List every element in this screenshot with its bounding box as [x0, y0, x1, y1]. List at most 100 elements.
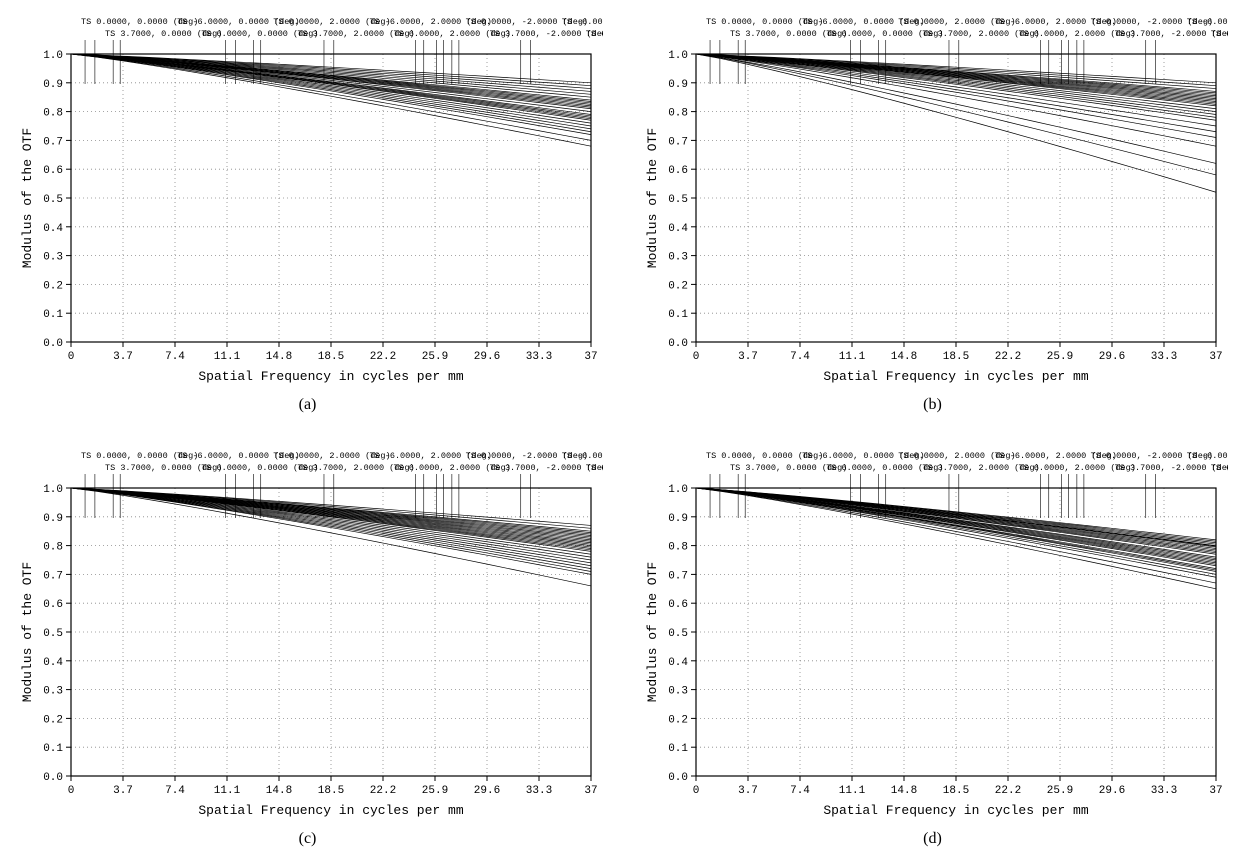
svg-text:18.5: 18.5 [317, 785, 343, 797]
svg-text:0.3: 0.3 [668, 252, 688, 264]
svg-text:0.8: 0.8 [668, 542, 688, 554]
svg-text:25.9: 25.9 [1046, 785, 1072, 797]
svg-text:0.3: 0.3 [43, 252, 63, 264]
panel-b: 03.77.411.114.818.522.225.929.633.3370.0… [635, 10, 1230, 414]
svg-text:18.5: 18.5 [942, 351, 968, 363]
svg-text:14.8: 14.8 [265, 785, 291, 797]
svg-text:0.9: 0.9 [43, 513, 63, 525]
svg-text:0.5: 0.5 [668, 628, 688, 640]
svg-text:TS -6.0000, -2.0000 (deg): TS -6.0000, -2.0000 (deg) [561, 17, 602, 27]
chart-a: 03.77.411.114.818.522.225.929.633.3370.0… [13, 10, 603, 390]
panel-d: 03.77.411.114.818.522.225.929.633.3370.0… [635, 444, 1230, 848]
svg-text:Modulus of the OTF: Modulus of the OTF [20, 562, 35, 702]
panel-label-d: (d) [923, 830, 942, 848]
chart-grid: 0 3.7 7.4 11.1 14.8 18.5 22.2 25.9 29.6 33.3 37 0.0… [10, 10, 1230, 848]
svg-text:0.1: 0.1 [43, 743, 63, 755]
svg-text:TS 6.0000, -2.0000 (deg): TS 6.0000, -2.0000 (deg) [1210, 463, 1227, 473]
chart-b: 03.77.411.114.818.522.225.929.633.3370.0… [638, 10, 1228, 390]
svg-text:Spatial Frequency in cycles pe: Spatial Frequency in cycles per mm [198, 803, 463, 818]
svg-text:37: 37 [1209, 785, 1222, 797]
svg-text:Modulus of the OTF: Modulus of the OTF [645, 128, 660, 268]
svg-text:0.2: 0.2 [668, 714, 688, 726]
panel-a: 03.77.411.114.818.522.225.929.633.3370.0… [10, 10, 605, 414]
svg-text:22.2: 22.2 [994, 785, 1020, 797]
svg-text:29.6: 29.6 [473, 785, 499, 797]
svg-text:0.6: 0.6 [43, 165, 63, 177]
svg-text:0: 0 [692, 785, 699, 797]
svg-text:1.0: 1.0 [43, 50, 63, 62]
svg-text:7.4: 7.4 [790, 785, 810, 797]
svg-text:3.7: 3.7 [113, 351, 133, 363]
svg-text:3.7: 3.7 [738, 351, 758, 363]
svg-text:Spatial Frequency in cycles pe: Spatial Frequency in cycles per mm [823, 803, 1088, 818]
panel-label-c: (c) [299, 830, 317, 848]
svg-text:0.0: 0.0 [668, 338, 688, 350]
svg-text:0.1: 0.1 [668, 309, 688, 321]
svg-text:25.9: 25.9 [421, 351, 447, 363]
svg-text:0.8: 0.8 [43, 542, 63, 554]
svg-text:29.6: 29.6 [1098, 785, 1124, 797]
chart-c: 03.77.411.114.818.522.225.929.633.3370.0… [13, 444, 603, 824]
svg-text:TS -6.0000, -2.0000 (deg): TS -6.0000, -2.0000 (deg) [1186, 17, 1227, 27]
svg-text:29.6: 29.6 [473, 351, 499, 363]
panel-label-a: (a) [299, 396, 317, 414]
chart-d: 03.77.411.114.818.522.225.929.633.3370.0… [638, 444, 1228, 824]
svg-text:11.1: 11.1 [838, 785, 865, 797]
svg-text:0.1: 0.1 [668, 743, 688, 755]
panel-c: 03.77.411.114.818.522.225.929.633.3370.0… [10, 444, 605, 848]
svg-text:33.3: 33.3 [525, 785, 551, 797]
svg-text:0.2: 0.2 [668, 280, 688, 292]
svg-text:0.8: 0.8 [43, 108, 63, 120]
svg-text:11.1: 11.1 [213, 351, 240, 363]
svg-text:11.1: 11.1 [213, 785, 240, 797]
svg-text:22.2: 22.2 [369, 351, 395, 363]
svg-text:7.4: 7.4 [165, 785, 185, 797]
svg-text:7.4: 7.4 [165, 351, 185, 363]
svg-text:0.6: 0.6 [668, 165, 688, 177]
svg-text:0.8: 0.8 [668, 108, 688, 120]
svg-text:0.9: 0.9 [668, 79, 688, 91]
svg-text:TS 6.0000, -2.0000 (deg): TS 6.0000, -2.0000 (deg) [585, 463, 602, 473]
svg-text:0.3: 0.3 [43, 686, 63, 698]
svg-text:0.0: 0.0 [43, 772, 63, 784]
svg-text:18.5: 18.5 [942, 785, 968, 797]
svg-text:22.2: 22.2 [369, 785, 395, 797]
svg-text:0.9: 0.9 [668, 513, 688, 525]
svg-text:25.9: 25.9 [1046, 351, 1072, 363]
svg-text:0.4: 0.4 [668, 657, 688, 669]
svg-text:0.5: 0.5 [43, 194, 63, 206]
svg-text:33.3: 33.3 [1150, 785, 1176, 797]
svg-text:0: 0 [692, 351, 699, 363]
svg-text:11.1: 11.1 [838, 351, 865, 363]
svg-text:TS -6.0000, -2.0000 (deg): TS -6.0000, -2.0000 (deg) [561, 451, 602, 461]
svg-text:TS 6.0000, -2.0000 (deg): TS 6.0000, -2.0000 (deg) [585, 29, 602, 39]
svg-text:0.0: 0.0 [668, 772, 688, 784]
svg-text:0.6: 0.6 [43, 599, 63, 611]
svg-text:37: 37 [584, 351, 597, 363]
svg-text:29.6: 29.6 [1098, 351, 1124, 363]
svg-text:TS -6.0000, -2.0000 (deg): TS -6.0000, -2.0000 (deg) [1186, 451, 1227, 461]
svg-text:0.7: 0.7 [668, 570, 688, 582]
svg-text:0.7: 0.7 [43, 136, 63, 148]
svg-text:14.8: 14.8 [890, 785, 916, 797]
svg-text:7.4: 7.4 [790, 351, 810, 363]
panel-label-b: (b) [923, 396, 942, 414]
svg-text:0.7: 0.7 [668, 136, 688, 148]
svg-text:3.7: 3.7 [113, 785, 133, 797]
svg-text:Modulus of the OTF: Modulus of the OTF [20, 128, 35, 268]
svg-text:33.3: 33.3 [1150, 351, 1176, 363]
svg-text:22.2: 22.2 [994, 351, 1020, 363]
svg-text:1.0: 1.0 [668, 50, 688, 62]
svg-text:0.5: 0.5 [668, 194, 688, 206]
svg-text:0.2: 0.2 [43, 280, 63, 292]
svg-text:18.5: 18.5 [317, 351, 343, 363]
svg-text:0: 0 [67, 785, 74, 797]
svg-text:0.1: 0.1 [43, 309, 63, 321]
svg-text:14.8: 14.8 [890, 351, 916, 363]
svg-text:Spatial Frequency in cycles pe: Spatial Frequency in cycles per mm [823, 369, 1088, 384]
svg-text:Modulus of the OTF: Modulus of the OTF [645, 562, 660, 702]
svg-text:0.3: 0.3 [668, 686, 688, 698]
svg-text:1.0: 1.0 [668, 484, 688, 496]
svg-text:0.6: 0.6 [668, 599, 688, 611]
svg-text:0.0: 0.0 [43, 338, 63, 350]
